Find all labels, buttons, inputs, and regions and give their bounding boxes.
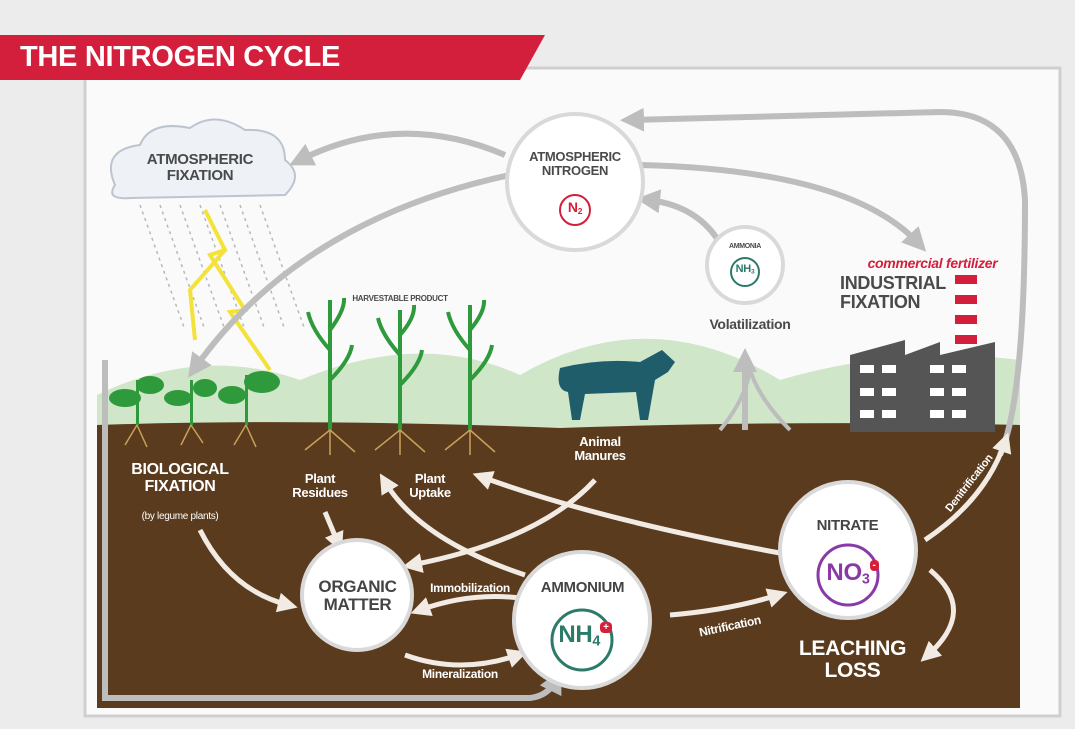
label: ORGANIC MATTER: [310, 578, 405, 614]
formula-sub: 2: [578, 206, 582, 216]
label: BIOLOGICAL FIXATION: [120, 462, 240, 496]
label: AMMONIUM: [525, 580, 640, 596]
label: ATMOSPHERIC FIXATION: [130, 152, 270, 184]
formula: NH3: [725, 264, 765, 277]
label: AMMONIA: [715, 243, 775, 250]
formula: NH4+: [540, 622, 630, 650]
formula-base: NH: [558, 621, 592, 648]
label: commercial fertilizer: [840, 256, 1025, 271]
label: Mineralization: [400, 668, 520, 681]
formula-sub: 4: [592, 634, 600, 650]
diagram: THE NITROGEN CYCLE ATMOSPHERIC FIXATION …: [0, 0, 1075, 729]
label: INDUSTRIAL FIXATION: [840, 274, 970, 312]
label: LEACHING LOSS: [785, 638, 920, 682]
label: HARVESTABLE PRODUCT: [330, 295, 470, 303]
charge: -: [870, 560, 879, 571]
label: Plant Residues: [285, 472, 355, 499]
formula-sub: 3: [862, 572, 870, 588]
label: Immobilization: [415, 582, 525, 595]
label: Volatilization: [690, 317, 810, 332]
label: (by legume plants): [115, 512, 245, 523]
formula-base: NO: [826, 559, 861, 586]
charge: +: [600, 622, 612, 633]
formula: NO3-: [805, 560, 900, 588]
title: THE NITROGEN CYCLE: [20, 42, 340, 72]
artwork: [0, 0, 1075, 729]
formula-base: NH: [736, 263, 751, 275]
label: NITRATE: [800, 518, 895, 534]
formula-sub: 3: [751, 269, 754, 276]
formula-base: N: [568, 199, 578, 215]
label: ATMOSPHERIC NITROGEN: [520, 150, 630, 177]
label: Animal Manures: [565, 435, 635, 462]
label: Plant Uptake: [400, 472, 460, 499]
formula: N2: [555, 200, 595, 216]
